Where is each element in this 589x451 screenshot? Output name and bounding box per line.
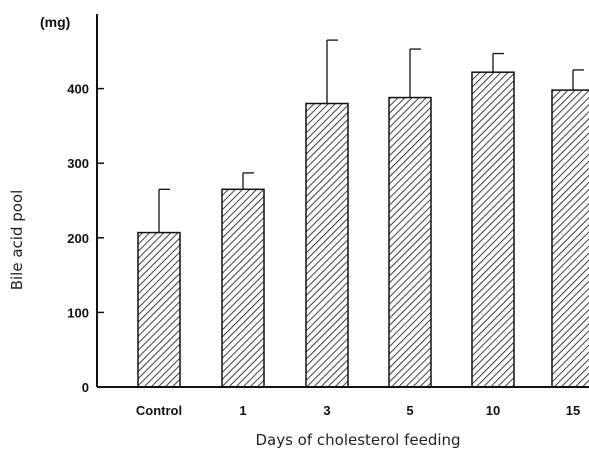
- x-tick-labels: Control 1 3 5 10 15: [136, 403, 580, 418]
- x-tick-label: 1: [239, 403, 246, 418]
- y-unit-label: (mg): [40, 14, 70, 30]
- x-tick-label: Control: [136, 403, 182, 418]
- x-tick-label: 10: [486, 403, 500, 418]
- bar-1: [221, 188, 265, 388]
- x-axis-title: Days of cholesterol feeding: [255, 431, 460, 449]
- error-bars: [158, 39, 584, 233]
- bar-control: [137, 231, 181, 388]
- y-tick-label: 100: [67, 305, 89, 320]
- y-tick-label: 400: [67, 82, 89, 97]
- y-tick-label: 300: [67, 156, 89, 171]
- y-axis-title: Bile acid pool: [8, 190, 26, 291]
- x-tick-label: 3: [323, 403, 330, 418]
- bar-10: [471, 71, 515, 388]
- x-tick-label: 5: [406, 403, 413, 418]
- y-tick-label: 0: [82, 380, 89, 395]
- y-tick-label: 200: [67, 231, 89, 246]
- x-tick-label: 15: [566, 403, 580, 418]
- bar-5: [388, 96, 432, 388]
- bars: [137, 71, 589, 388]
- y-axis: 0 100 200 300 400: [67, 14, 104, 395]
- bar-3: [305, 102, 349, 388]
- bar-15: [551, 89, 589, 388]
